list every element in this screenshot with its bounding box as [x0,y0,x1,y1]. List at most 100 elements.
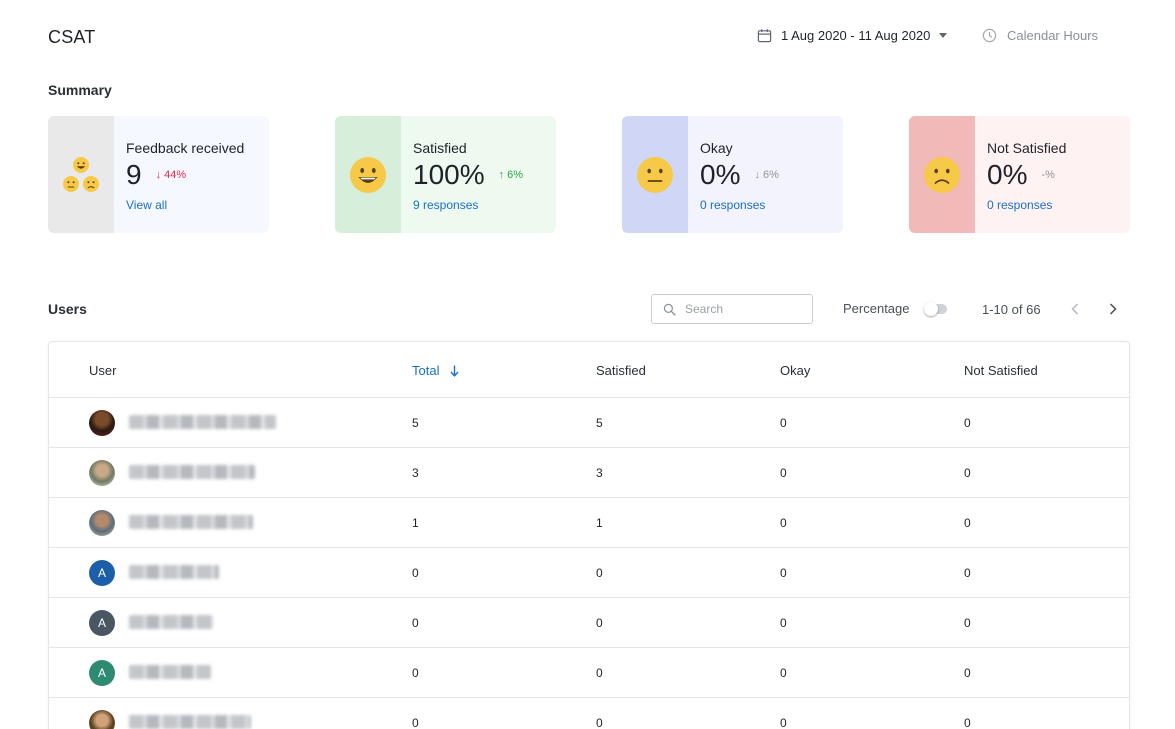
table-row[interactable]: A 0 0 0 0 [49,648,1129,698]
cell-satisfied: 1 [596,516,603,530]
cell-total: 0 [412,616,419,630]
cell-total: 0 [412,566,419,580]
cell-satisfied: 5 [596,416,603,430]
table-row[interactable]: 3 3 0 0 [49,448,1129,498]
avatar [89,510,115,536]
card-label: Feedback received [126,140,245,156]
user-name-redacted [129,565,219,579]
avatar [89,410,115,436]
feedback-received-card: Feedback received 9 ↓ 44% View all [48,116,269,233]
cell-satisfied: 0 [596,716,603,729]
card-delta: ↓ 44% [156,169,187,181]
card-metric: 0% [700,159,741,190]
card-delta: ↓ 6% [754,169,778,181]
user-name-redacted [129,415,276,429]
card-label: Okay [700,140,733,156]
cell-not-satisfied: 0 [964,416,971,430]
table-row[interactable]: 0 0 0 0 [49,698,1129,729]
sort-descending-icon [450,365,459,377]
cell-not-satisfied: 0 [964,466,971,480]
avatar: A [89,560,115,586]
cell-okay: 0 [780,716,787,729]
user-name-redacted [129,465,255,479]
date-range-picker[interactable]: 1 Aug 2020 - 11 Aug 2020 [757,28,948,43]
card-delta: ↑ 6% [499,169,523,181]
avatar [89,460,115,486]
search-input[interactable] [685,302,795,316]
column-header-okay[interactable]: Okay [780,363,811,378]
next-page-button[interactable] [1105,300,1121,318]
date-range-label: 1 Aug 2020 - 11 Aug 2020 [781,28,931,43]
column-header-total-label: Total [412,363,440,378]
table-row[interactable]: 1 1 0 0 [49,498,1129,548]
cell-not-satisfied: 0 [964,716,971,729]
cell-total: 0 [412,666,419,680]
cell-satisfied: 0 [596,666,603,680]
cell-not-satisfied: 0 [964,616,971,630]
card-delta: -% [1041,169,1054,181]
percentage-label: Percentage [843,301,910,316]
table-row[interactable]: 5 5 0 0 [49,398,1129,448]
satisfied-card: Satisfied 100% ↑ 6% 9 responses [335,116,556,233]
users-table: User Total Satisfied Okay Not Satisfied … [48,341,1130,729]
card-delta-value: 6% [762,169,779,181]
cell-satisfied: 3 [596,466,603,480]
okay-card: Okay 0% ↓ 6% 0 responses [622,116,843,233]
not-satisfied-responses-link[interactable]: 0 responses [987,198,1053,212]
previous-page-button[interactable] [1067,300,1083,318]
card-delta-value: -% [1041,169,1055,181]
okay-responses-link[interactable]: 0 responses [700,198,766,212]
calendar-icon [757,29,772,43]
card-metric: 100% [413,159,485,190]
column-header-user[interactable]: User [89,363,117,378]
cell-okay: 0 [780,416,787,430]
user-name-redacted [129,665,211,679]
avatar [89,710,115,729]
cell-not-satisfied: 0 [964,516,971,530]
hours-mode-selector[interactable]: Calendar Hours [982,28,1098,43]
user-name-redacted [129,515,253,529]
avatar: A [89,610,115,636]
page-title: CSAT [48,27,96,47]
cell-okay: 0 [780,666,787,680]
neutral-face-icon [622,116,688,233]
mixed-faces-icon [48,116,114,233]
not-satisfied-card: Not Satisfied 0% -% 0 responses [909,116,1130,233]
arrow-down-icon: ↓ [155,169,162,181]
chevron-right-icon [1109,303,1117,315]
view-all-link[interactable]: View all [126,198,168,212]
cell-okay: 0 [780,466,787,480]
table-row[interactable]: A 0 0 0 0 [49,598,1129,648]
arrow-down-icon: ↓ [754,169,760,181]
hours-mode-label: Calendar Hours [1007,28,1099,43]
cell-total: 5 [412,416,419,430]
table-header: User Total Satisfied Okay Not Satisfied [49,342,1129,398]
users-title: Users [48,301,87,317]
card-label: Not Satisfied [987,140,1067,156]
card-delta-value: 6% [507,169,524,181]
avatar: A [89,660,115,686]
column-header-not-satisfied[interactable]: Not Satisfied [964,363,1038,378]
column-header-satisfied[interactable]: Satisfied [596,363,646,378]
cell-not-satisfied: 0 [964,666,971,680]
percentage-toggle[interactable] [924,302,947,316]
cell-satisfied: 0 [596,566,603,580]
chevron-left-icon [1071,303,1079,315]
user-name-redacted [129,615,213,629]
toggle-knob [924,302,938,316]
cell-total: 3 [412,466,419,480]
card-metric: 9 [126,159,142,190]
search-box[interactable] [651,294,813,324]
table-row[interactable]: A 0 0 0 0 [49,548,1129,598]
sad-face-icon [909,116,975,233]
cell-not-satisfied: 0 [964,566,971,580]
card-label: Satisfied [413,140,467,156]
happy-face-icon [335,116,401,233]
cell-total: 1 [412,516,419,530]
satisfied-responses-link[interactable]: 9 responses [413,198,479,212]
pagination-range: 1-10 of 66 [982,302,1041,317]
summary-title: Summary [48,82,112,98]
cell-okay: 0 [780,616,787,630]
column-header-total[interactable]: Total [412,363,459,378]
arrow-up-icon: ↑ [498,169,505,181]
